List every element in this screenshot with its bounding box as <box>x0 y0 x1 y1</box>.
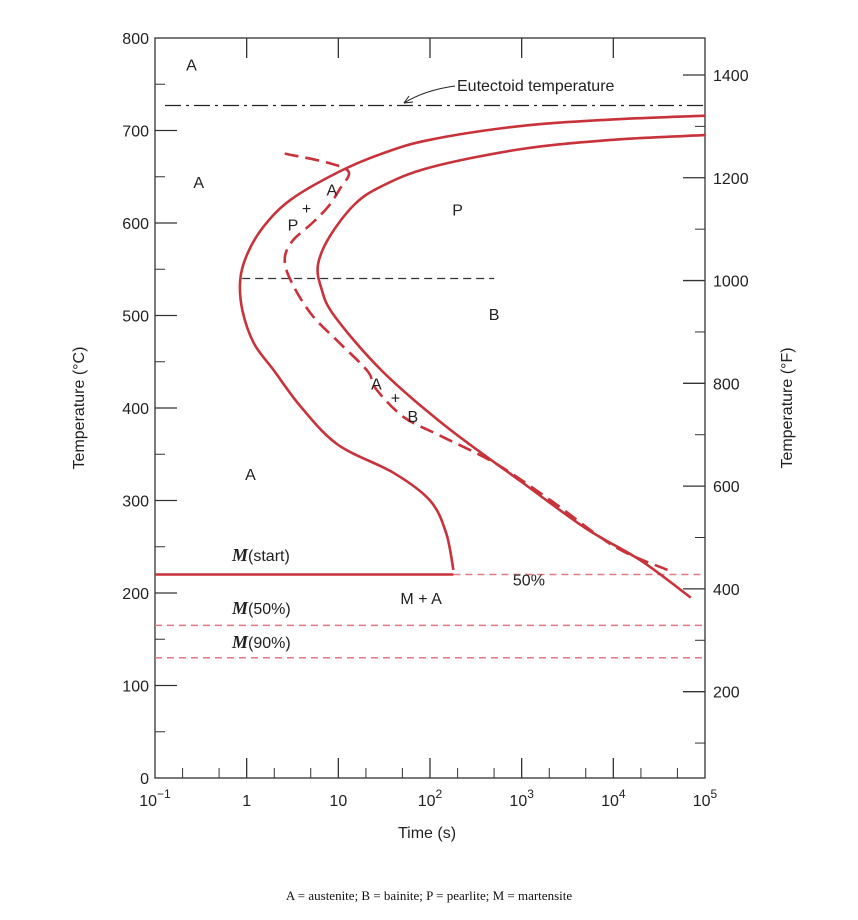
m-90-label: M(90%) <box>231 632 291 652</box>
region-label-12: B <box>408 409 419 426</box>
eutectoid-arrow <box>403 85 456 104</box>
curve-transformation-start <box>238 114 706 571</box>
y-tick-label-left-5: 500 <box>122 309 149 326</box>
x-tick-label-6: 105 <box>693 787 718 810</box>
m-start-label: M(start) <box>231 545 290 565</box>
curve-transformation-finish <box>316 133 706 599</box>
y-tick-label-left-2: 200 <box>122 586 149 603</box>
y-tick-label-left-0: 0 <box>140 771 149 788</box>
region-label-9: P <box>288 217 299 234</box>
x-tick-label-2: 10 <box>329 793 347 810</box>
region-label-7: A <box>327 182 338 199</box>
y-tick-label-left-6: 600 <box>122 216 149 233</box>
region-label-4: A <box>245 467 256 484</box>
x-tick-label-1: 1 <box>242 793 251 810</box>
y-tick-label-right-0: 200 <box>713 685 740 702</box>
legend-caption: A = austenite; B = bainite; P = pearlite… <box>285 888 573 903</box>
y-tick-label-right-2: 600 <box>713 479 740 496</box>
region-label-11: + <box>391 390 400 407</box>
x-tick-label-3: 102 <box>418 787 443 810</box>
curve-50-percent <box>283 152 669 572</box>
eutectoid-arrowhead <box>403 95 414 104</box>
region-label-3: B <box>489 307 500 324</box>
eutectoid-label: Eutectoid temperature <box>457 78 615 95</box>
region-label-10: A <box>371 377 382 394</box>
x-tick-label-0: 10−1 <box>139 787 171 810</box>
tt-diagram: 10−1 1 10 102 103 104 105 0 100 200 300 400 500 600 70… <box>71 31 796 842</box>
y-tick-label-right-5: 1200 <box>713 171 749 188</box>
y-tick-label-right-6: 1400 <box>713 68 749 85</box>
y-tick-label-left-7: 700 <box>122 124 149 141</box>
y-tick-label-left-8: 800 <box>122 31 149 48</box>
region-label-2: P <box>452 203 463 220</box>
y-axis-title-left: Temperature (°C) <box>71 347 88 470</box>
region-label-1: A <box>193 175 204 192</box>
region-label-0: A <box>186 57 197 74</box>
y-tick-label-left-3: 300 <box>122 494 149 511</box>
y-tick-label-right-1: 400 <box>713 582 740 599</box>
region-label-5: M + A <box>400 591 442 608</box>
region-label-8: + <box>302 201 311 218</box>
x-tick-label-5: 104 <box>601 787 626 810</box>
m-50-label: M(50%) <box>231 598 291 618</box>
y-tick-label-right-3: 800 <box>713 376 740 393</box>
x-axis-title: Time (s) <box>398 825 456 842</box>
x-tick-label-4: 103 <box>509 787 534 810</box>
y-tick-label-right-4: 1000 <box>713 274 749 291</box>
region-label-6: 50% <box>513 573 545 590</box>
y-tick-label-left-1: 100 <box>122 679 149 696</box>
y-tick-label-left-4: 400 <box>122 401 149 418</box>
plot-frame <box>154 37 706 779</box>
y-axis-title-right: Temperature (°F) <box>779 347 796 468</box>
